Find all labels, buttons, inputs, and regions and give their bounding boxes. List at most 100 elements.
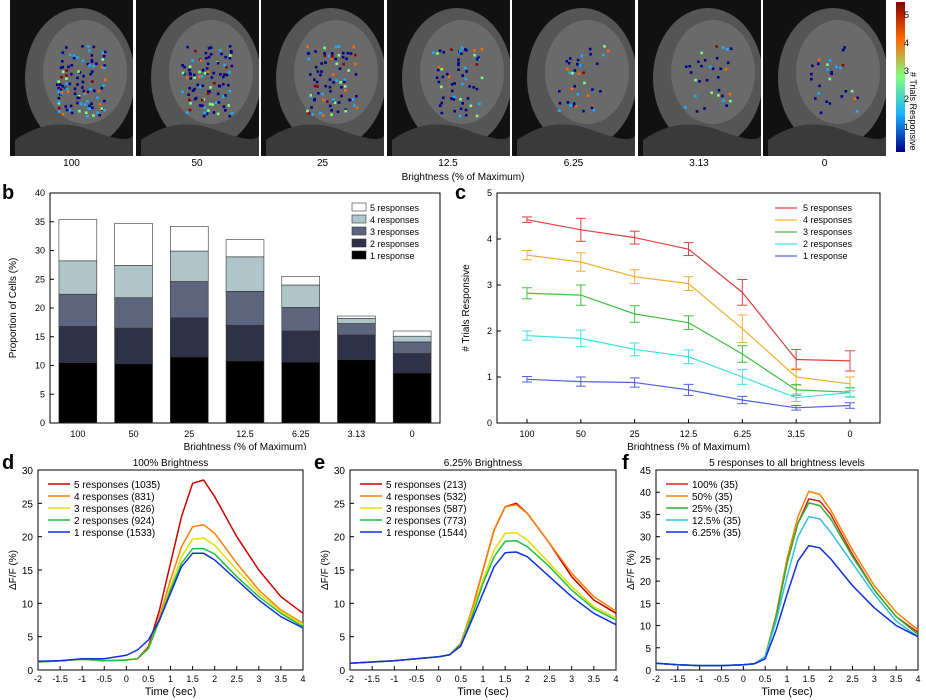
cell-marker bbox=[817, 92, 821, 95]
cell-marker bbox=[228, 45, 231, 48]
cell-marker bbox=[204, 56, 208, 60]
legend-label: 4 responses (532) bbox=[386, 492, 467, 503]
cell-marker bbox=[229, 51, 233, 54]
cell-marker bbox=[203, 111, 206, 115]
cell-marker bbox=[181, 71, 184, 75]
cell-marker bbox=[90, 54, 94, 57]
cell-marker bbox=[202, 106, 206, 110]
cell-marker bbox=[226, 104, 230, 107]
cell-marker bbox=[65, 46, 68, 49]
cell-marker bbox=[101, 51, 104, 55]
cell-marker bbox=[187, 68, 191, 72]
cell-marker bbox=[570, 87, 574, 91]
cell-marker bbox=[222, 73, 226, 76]
cell-marker bbox=[206, 62, 209, 66]
cell-marker bbox=[87, 107, 90, 110]
cell-marker bbox=[354, 73, 358, 76]
x-tick-label: -0.5 bbox=[714, 674, 730, 684]
cell-marker bbox=[720, 94, 724, 98]
x-tick-label: 4 bbox=[613, 674, 618, 684]
cell-marker bbox=[573, 69, 577, 72]
bar-segment bbox=[337, 359, 376, 424]
cell-marker bbox=[100, 65, 104, 69]
cell-marker bbox=[87, 45, 90, 48]
cell-marker bbox=[65, 74, 68, 77]
legend-label: 5 responses bbox=[370, 203, 420, 213]
cell-marker bbox=[450, 83, 453, 86]
y-tick-label: 0 bbox=[339, 666, 345, 677]
cell-marker bbox=[566, 101, 570, 104]
cell-marker bbox=[332, 81, 335, 84]
cell-marker bbox=[198, 104, 202, 107]
cell-marker bbox=[591, 105, 594, 108]
cell-marker bbox=[185, 76, 189, 80]
cell-marker bbox=[343, 78, 347, 81]
chart-title: 100% Brightness bbox=[133, 458, 209, 469]
x-tick-label: 2 bbox=[828, 674, 833, 684]
x-tick-label: 2 bbox=[212, 674, 217, 684]
cell-marker bbox=[441, 75, 444, 79]
brain-region bbox=[419, 20, 504, 124]
cell-marker bbox=[337, 54, 341, 57]
x-tick-label: 50 bbox=[576, 429, 586, 439]
bar-segment bbox=[58, 219, 98, 262]
cell-marker bbox=[96, 111, 100, 115]
x-tick-label: 3.5 bbox=[588, 674, 601, 684]
legend-label: 100% (35) bbox=[692, 480, 738, 491]
series-line bbox=[349, 551, 617, 665]
cell-marker bbox=[61, 65, 65, 69]
cell-marker bbox=[476, 56, 480, 60]
legend-swatch bbox=[351, 226, 367, 236]
brain-image bbox=[637, 0, 761, 156]
cell-marker bbox=[209, 52, 212, 56]
legend-label: 5 responses (213) bbox=[386, 480, 467, 491]
y-tick-label: 10 bbox=[22, 599, 34, 610]
image-row-xlabel: Brightness (% of Maximum) bbox=[401, 172, 525, 183]
cell-marker bbox=[90, 70, 94, 73]
cell-marker bbox=[565, 59, 569, 63]
cell-marker bbox=[76, 101, 79, 105]
cell-marker bbox=[84, 91, 88, 95]
brain-image-drawing bbox=[140, 8, 259, 156]
cell-marker bbox=[582, 109, 585, 113]
cell-marker bbox=[449, 48, 453, 51]
cell-marker bbox=[810, 72, 813, 76]
x-tick-label: 1.5 bbox=[803, 674, 816, 684]
cell-marker bbox=[57, 106, 61, 110]
cell-marker bbox=[464, 108, 467, 112]
cell-marker bbox=[330, 55, 334, 58]
bar-segment bbox=[337, 315, 376, 319]
cell-marker bbox=[212, 81, 216, 85]
bar-segment bbox=[58, 293, 98, 327]
brightness-label: 50 bbox=[191, 158, 203, 169]
cell-marker bbox=[311, 113, 315, 116]
bar-segment bbox=[392, 335, 432, 343]
x-tick-label: 25 bbox=[184, 429, 194, 439]
brightness-label: 25 bbox=[316, 158, 329, 169]
cell-marker bbox=[583, 81, 586, 85]
cell-marker bbox=[460, 74, 464, 77]
cell-marker bbox=[450, 89, 454, 93]
brain-lower-region bbox=[642, 124, 761, 156]
bar-segment bbox=[170, 356, 209, 424]
cell-marker bbox=[352, 45, 356, 49]
cell-marker bbox=[57, 90, 61, 93]
cell-marker bbox=[460, 102, 464, 105]
cell-marker bbox=[228, 114, 231, 118]
cell-marker bbox=[92, 45, 96, 49]
cell-marker bbox=[715, 56, 719, 60]
cell-marker bbox=[840, 95, 844, 98]
cell-marker bbox=[332, 98, 335, 101]
cell-marker bbox=[696, 60, 700, 63]
legend-label: 1 response bbox=[803, 251, 848, 261]
cell-marker bbox=[723, 68, 727, 71]
cell-marker bbox=[187, 98, 191, 102]
cell-marker bbox=[558, 109, 561, 112]
cell-marker bbox=[567, 61, 571, 65]
cell-marker bbox=[188, 71, 191, 75]
cell-marker bbox=[307, 57, 310, 61]
brain-image bbox=[10, 0, 133, 156]
x-tick-label: 12.5 bbox=[236, 429, 254, 439]
